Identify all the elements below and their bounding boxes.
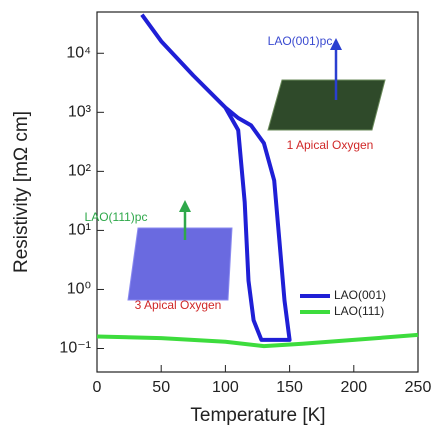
y-tick-label: 10² [68,163,92,180]
x-tick-label: 100 [212,379,239,396]
x-tick-label: 150 [276,379,303,396]
series-line [97,335,418,346]
chart: Temperature [K] Resistivity [mΩ cm] 10⁻¹… [0,0,438,434]
y-axis-label: Resistivity [mΩ cm] [11,111,32,273]
annotation: LAO(001)pc [268,34,333,48]
legend-label: LAO(001) [334,288,386,302]
y-tick-label: 10³ [68,104,92,121]
x-tick-label: 250 [405,379,432,396]
y-tick-label: 10¹ [68,222,91,239]
legend-label: LAO(111) [334,304,384,318]
x-tick-label: 200 [340,379,367,396]
inset-001 [268,38,385,130]
annotation: LAO(111)pc [85,210,148,224]
x-axis-label: Temperature [K] [190,405,325,426]
annotation: 3 Apical Oxygen [135,298,222,312]
x-tick-label: 50 [152,379,170,396]
y-tick-label: 10⁻¹ [59,340,91,357]
annotation: 1 Apical Oxygen [287,138,374,152]
y-tick-label: 10⁴ [66,44,91,61]
x-tick-label: 0 [93,379,102,396]
y-tick-label: 10⁰ [67,281,91,298]
